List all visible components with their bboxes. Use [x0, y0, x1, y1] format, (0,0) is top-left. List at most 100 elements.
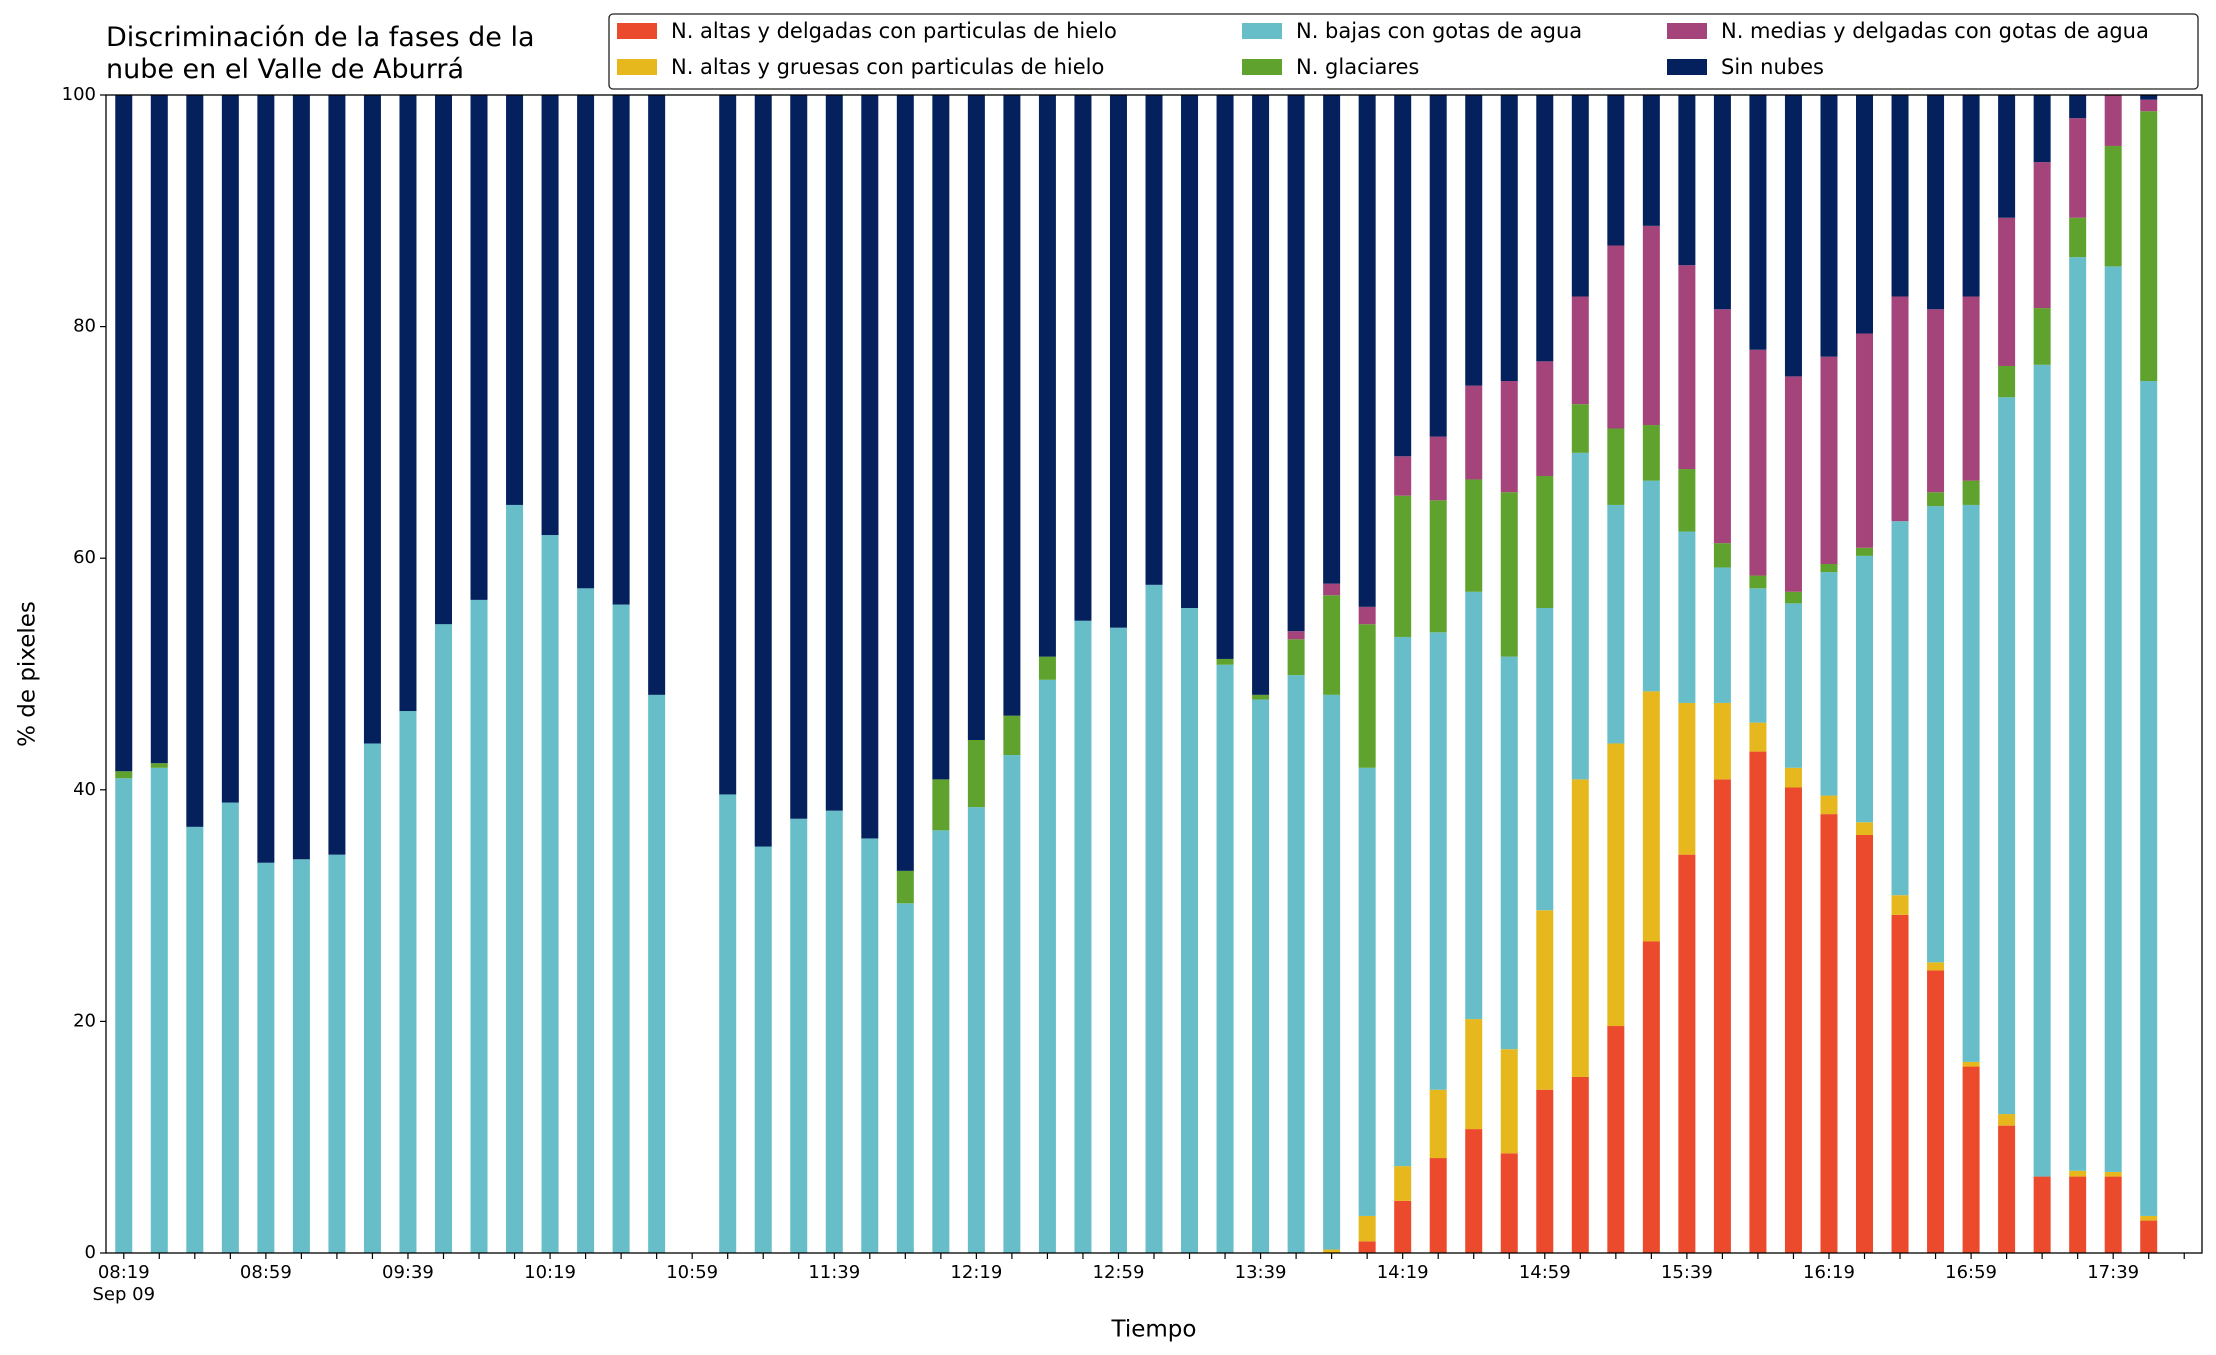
bar-segment	[434, 95, 452, 625]
bar-segment	[1642, 480, 1660, 692]
bar-segment	[1607, 1026, 1625, 1253]
bar-segment	[1536, 1089, 1554, 1253]
bar-segment	[2104, 1171, 2122, 1177]
bar-segment	[1749, 751, 1767, 1253]
legend-label: N. medias y delgadas con gotas de agua	[1721, 19, 2149, 43]
bar-segment	[1145, 95, 1163, 585]
bar-segment	[1323, 595, 1341, 695]
bar-segment	[1642, 691, 1660, 942]
bar-segment	[1784, 603, 1802, 768]
bar-segment	[1394, 456, 1412, 496]
x-tick-label: 12:19	[950, 1262, 1002, 1283]
bar-segment	[1962, 95, 1980, 297]
bar-segment	[1074, 620, 1092, 1253]
bar-segment	[1749, 575, 1767, 589]
x-tick-label: 15:39	[1661, 1262, 1713, 1283]
x-tick-label: 16:59	[1945, 1262, 1997, 1283]
bar-segment	[967, 740, 985, 808]
bar-segment	[1607, 95, 1625, 246]
bar-segment	[1465, 385, 1483, 480]
bar-segment	[541, 95, 559, 536]
x-tick-label: 11:39	[808, 1262, 860, 1283]
bar-segment	[1820, 356, 1838, 564]
bar-segment	[1536, 95, 1554, 362]
bar-segment	[1323, 583, 1341, 596]
bar-segment	[1678, 95, 1696, 266]
bar-segment	[1394, 95, 1412, 457]
bar-segment	[1323, 95, 1341, 584]
x-date-label: Sep 09	[92, 1284, 155, 1305]
bar-segment	[1571, 1076, 1589, 1253]
bar-segment	[2069, 1170, 2087, 1177]
bar-segment	[861, 838, 879, 1253]
legend-label: N. altas y gruesas con particulas de hie…	[671, 55, 1104, 79]
bar-segment	[1358, 95, 1376, 607]
bar-segment	[754, 95, 772, 847]
bar-segment	[1820, 563, 1838, 573]
bar-segment	[1678, 854, 1696, 1253]
bar-segment	[399, 711, 417, 1253]
x-tick-label: 13:39	[1235, 1262, 1287, 1283]
bar-segment	[1607, 504, 1625, 744]
bar-segment	[896, 903, 914, 1253]
y-tick-label: 80	[73, 316, 96, 337]
bar-segment	[1749, 722, 1767, 752]
bar-segment	[1287, 675, 1305, 1253]
legend-swatch	[617, 23, 657, 39]
y-tick-label: 40	[73, 779, 96, 800]
bar-segment	[399, 95, 417, 712]
bar-segment	[1927, 970, 1945, 1253]
bar-segment	[1820, 572, 1838, 796]
bar-segment	[1571, 404, 1589, 453]
x-tick-label: 10:59	[666, 1262, 718, 1283]
bar-segment	[1820, 95, 1838, 357]
bar-segment	[1358, 624, 1376, 768]
bar-segment	[1998, 1125, 2016, 1253]
bar-segment	[1998, 365, 2016, 398]
bar-segment	[1429, 500, 1447, 633]
bar-segment	[1998, 217, 2016, 366]
y-tick-label: 20	[73, 1010, 96, 1031]
bar-segment	[1465, 591, 1483, 1020]
bar-segment	[1394, 495, 1412, 637]
legend-swatch	[1667, 59, 1707, 75]
bar-segment	[1749, 95, 1767, 350]
bar-segment	[896, 95, 914, 871]
y-tick-label: 60	[73, 547, 96, 568]
legend-swatch	[1242, 23, 1282, 39]
bar-segment	[2104, 266, 2122, 1172]
bar-segment	[1465, 1129, 1483, 1253]
bar-segment	[1358, 1241, 1376, 1253]
bar-segment	[1536, 910, 1554, 1090]
bar-segment	[825, 95, 843, 811]
bar-segment	[1820, 795, 1838, 815]
bar-segment	[1678, 469, 1696, 532]
bar-segment	[2104, 95, 2122, 146]
bar-segment	[2140, 1220, 2158, 1253]
bar-segment	[932, 95, 950, 780]
bar-segment	[1784, 591, 1802, 604]
bar-segment	[363, 743, 381, 1253]
bar-segment	[1429, 95, 1447, 437]
bar-segment	[1713, 543, 1731, 568]
bar-segment	[648, 95, 666, 695]
bar-segment	[1358, 767, 1376, 1216]
bar-segment	[221, 95, 239, 803]
bar-segment	[1500, 1153, 1518, 1253]
bar-segment	[2069, 118, 2087, 218]
bar-segment	[1820, 814, 1838, 1253]
bar-segment	[932, 830, 950, 1253]
bar-segment	[1571, 452, 1589, 780]
bar-segment	[1500, 656, 1518, 1050]
bar-segment	[2104, 1176, 2122, 1253]
bar-segment	[363, 95, 381, 744]
bar-segment	[1998, 1114, 2016, 1126]
bar-segment	[1642, 225, 1660, 426]
bar-segment	[2033, 95, 2051, 163]
bar-segment	[1927, 962, 1945, 971]
bar-segment	[2069, 257, 2087, 1171]
legend-label: N. altas y delgadas con particulas de hi…	[671, 19, 1117, 43]
bar-segment	[1607, 428, 1625, 505]
